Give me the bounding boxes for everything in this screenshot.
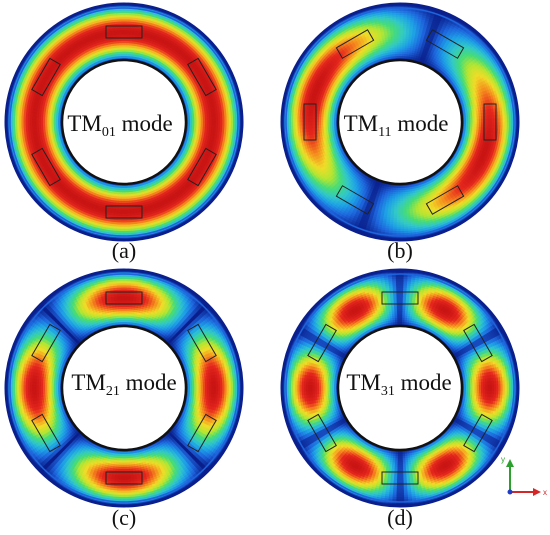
mode-label-a: TM01 mode: [67, 111, 172, 140]
panel-b: TM11 mode (b): [280, 2, 520, 263]
panel-a: TM01 mode (a): [4, 2, 244, 263]
caption-a: (a): [112, 238, 136, 263]
field-map-a: [4, 2, 244, 242]
